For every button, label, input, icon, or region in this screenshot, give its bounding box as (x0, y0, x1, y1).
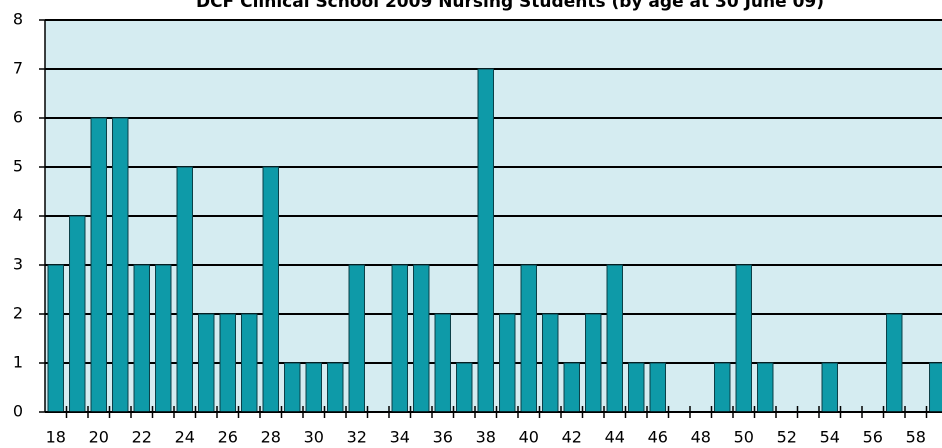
x-tick-label: 38 (476, 428, 496, 447)
bar (757, 362, 774, 413)
x-tick-label: 30 (304, 428, 324, 447)
bar (434, 313, 451, 413)
x-tick-label: 54 (820, 428, 840, 447)
y-tick-label: 2 (13, 304, 23, 323)
bar (563, 362, 580, 413)
bar (198, 313, 215, 413)
y-tick-label: 6 (13, 108, 23, 127)
bar (456, 362, 473, 413)
x-tick-label: 22 (132, 428, 152, 447)
bar (477, 68, 494, 413)
x-tick-label: 52 (777, 428, 797, 447)
chart-title: DCF Clinical School 2009 Nursing Student… (196, 0, 824, 12)
y-tick-label: 3 (13, 255, 23, 274)
x-tick-label: 20 (89, 428, 109, 447)
bar (241, 313, 258, 413)
x-tick-label: 28 (261, 428, 281, 447)
bar (499, 313, 516, 413)
x-tick-label: 58 (906, 428, 926, 447)
x-tick-label: 56 (863, 428, 883, 447)
y-tick-label: 5 (13, 157, 23, 176)
bar (391, 264, 408, 413)
y-tick-label: 0 (13, 402, 23, 421)
bar (520, 264, 537, 413)
y-tick-label: 7 (13, 59, 23, 78)
x-tick-label: 18 (46, 428, 66, 447)
x-tick-label: 44 (605, 428, 625, 447)
bar (542, 313, 559, 413)
bar (219, 313, 236, 413)
bar (284, 362, 301, 413)
bar (735, 264, 752, 413)
bar (821, 362, 838, 413)
x-tick-label: 48 (691, 428, 711, 447)
x-tick-label: 24 (175, 428, 195, 447)
bar (585, 313, 602, 413)
bar (155, 264, 172, 413)
x-tick-label: 46 (648, 428, 668, 447)
x-tick-label: 34 (390, 428, 410, 447)
bar (47, 264, 64, 413)
bar (348, 264, 365, 413)
bar (413, 264, 430, 413)
bar (649, 362, 666, 413)
bar (262, 166, 279, 413)
x-tick-label: 26 (218, 428, 238, 447)
bar (929, 362, 942, 413)
x-tick-label: 40 (519, 428, 539, 447)
bar (886, 313, 903, 413)
y-tick-label: 4 (13, 206, 23, 225)
x-tick-label: 32 (347, 428, 367, 447)
bar (628, 362, 645, 413)
y-tick-label: 1 (13, 353, 23, 372)
bar (327, 362, 344, 413)
bar (606, 264, 623, 413)
bar (305, 362, 322, 413)
y-tick-label: 8 (13, 10, 23, 29)
bar (133, 264, 150, 413)
x-tick-label: 42 (562, 428, 582, 447)
bar (90, 117, 107, 413)
bar (176, 166, 193, 413)
bar (714, 362, 731, 413)
x-tick-label: 50 (734, 428, 754, 447)
bar (112, 117, 129, 413)
x-tick-label: 36 (433, 428, 453, 447)
bar (69, 215, 86, 413)
